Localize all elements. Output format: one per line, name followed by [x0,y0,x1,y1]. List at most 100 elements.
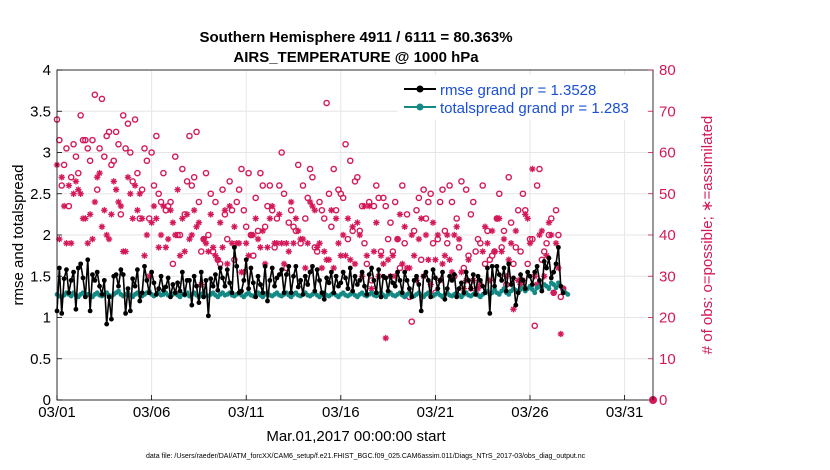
obs-possible-point [86,157,94,165]
obs-possible-point [517,248,524,255]
obs-assimilated-point [316,240,323,247]
spread-point [492,287,497,292]
rmse-point [246,286,251,292]
obs-assimilated-point [441,252,449,259]
obs-assimilated-point [536,231,543,239]
obs-possible-point [439,186,446,193]
obs-possible-point [223,235,231,243]
rmse-point [480,283,486,289]
obs-possible-point [320,215,328,222]
rmse-point [217,265,223,271]
obs-possible-point [197,248,205,255]
rmse-point [390,280,396,286]
obs-possible-point [122,145,129,152]
obs-assimilated-point [193,223,200,230]
rmse-point [444,286,450,292]
obs-assimilated-point [280,260,288,268]
y-tick-label: 4 [43,62,51,79]
rmse-point [205,313,211,319]
obs-possible-point [382,202,390,210]
rmse-point [139,290,145,296]
spread-point [555,280,561,286]
rmse-point [388,273,393,279]
obs-possible-point [167,198,174,206]
obs-assimilated-point [169,219,177,226]
rmse-point [319,290,325,296]
rmse-point [496,272,502,277]
spread-point [529,287,535,292]
obs-possible-point [285,219,293,226]
rmse-point [357,277,363,283]
rmse-point [248,265,254,271]
rmse-point [265,298,270,304]
x-tick-label: 03/26 [511,404,549,421]
y2-tick-label: 50 [659,186,676,203]
obs-possible-point [467,211,475,218]
obs-possible-point [84,145,92,152]
obs-assimilated-point [266,215,274,222]
rmse-point [392,283,398,289]
obs-possible-point [226,178,233,185]
obs-assimilated-point [143,231,151,239]
obs-assimilated-point [264,244,271,251]
rmse-point [104,321,110,327]
spread-point [116,288,121,294]
rmse-point [260,290,266,296]
obs-possible-point [557,293,565,301]
spread-point [506,292,512,297]
rmse-point [66,290,72,296]
rmse-point [395,269,400,275]
rmse-point [539,288,545,294]
obs-possible-point [427,190,434,198]
obs-possible-point [60,161,68,169]
rmse-point [276,272,282,277]
obs-assimilated-point [422,231,430,239]
obs-assimilated-point [389,252,397,259]
obs-assimilated-point [465,256,472,263]
obs-assimilated-point [226,202,233,210]
rmse-point [473,292,479,297]
x-axis: 03/01 03/06 03/11 03/16 03/21 03/26 03/31 [38,395,643,421]
y-axis-right: 0 10 20 30 40 50 60 70 80 [648,62,676,409]
rmse-point [529,282,535,287]
obs-assimilated-point [259,227,266,235]
obs-possible-point [354,173,361,181]
obs-possible-point [259,182,267,189]
rmse-point [272,283,277,289]
rmse-point [120,272,126,277]
rmse-point [179,269,185,275]
obs-assimilated-point [491,248,498,255]
rmse-point [82,294,88,300]
obs-assimilated-point [481,223,489,230]
rmse-point [156,286,162,292]
legend-rmse-text: rmse grand pr = 1.3528 [440,82,596,99]
obs-possible-point [207,190,215,198]
obs-possible-point [344,235,352,243]
obs-assimilated-point [186,235,193,243]
x-axis-label: Mar.01,2017 00:00:00 start [266,428,446,445]
rmse-point [267,277,273,283]
obs-possible-point [119,112,127,119]
y-tick-label: 0.5 [30,351,51,368]
obs-assimilated-point [335,240,342,247]
obs-assimilated-point [190,207,198,214]
obs-assimilated-point [138,215,146,222]
obs-assimilated-point [328,207,335,214]
obs-possible-point [415,194,423,202]
obs-assimilated-point [351,260,359,268]
obs-assimilated-point [365,202,373,210]
obs-possible-point [202,169,210,177]
obs-assimilated-point [96,169,103,177]
obs-assimilated-point [339,231,347,239]
obs-assimilated-point [384,256,392,263]
obs-possible-point [384,235,392,243]
rmse-point [262,263,268,269]
obs-assimilated-point [153,215,160,222]
obs-possible-point [233,198,241,206]
y-tick-label: 1 [43,310,51,327]
obs-assimilated-point [124,174,132,181]
rmse-point [433,275,438,281]
obs-assimilated-point [458,268,465,276]
footnote: data file: /Users/raeder/DAI/ATM_forcXX/… [146,453,586,460]
rmse-point [350,288,356,294]
